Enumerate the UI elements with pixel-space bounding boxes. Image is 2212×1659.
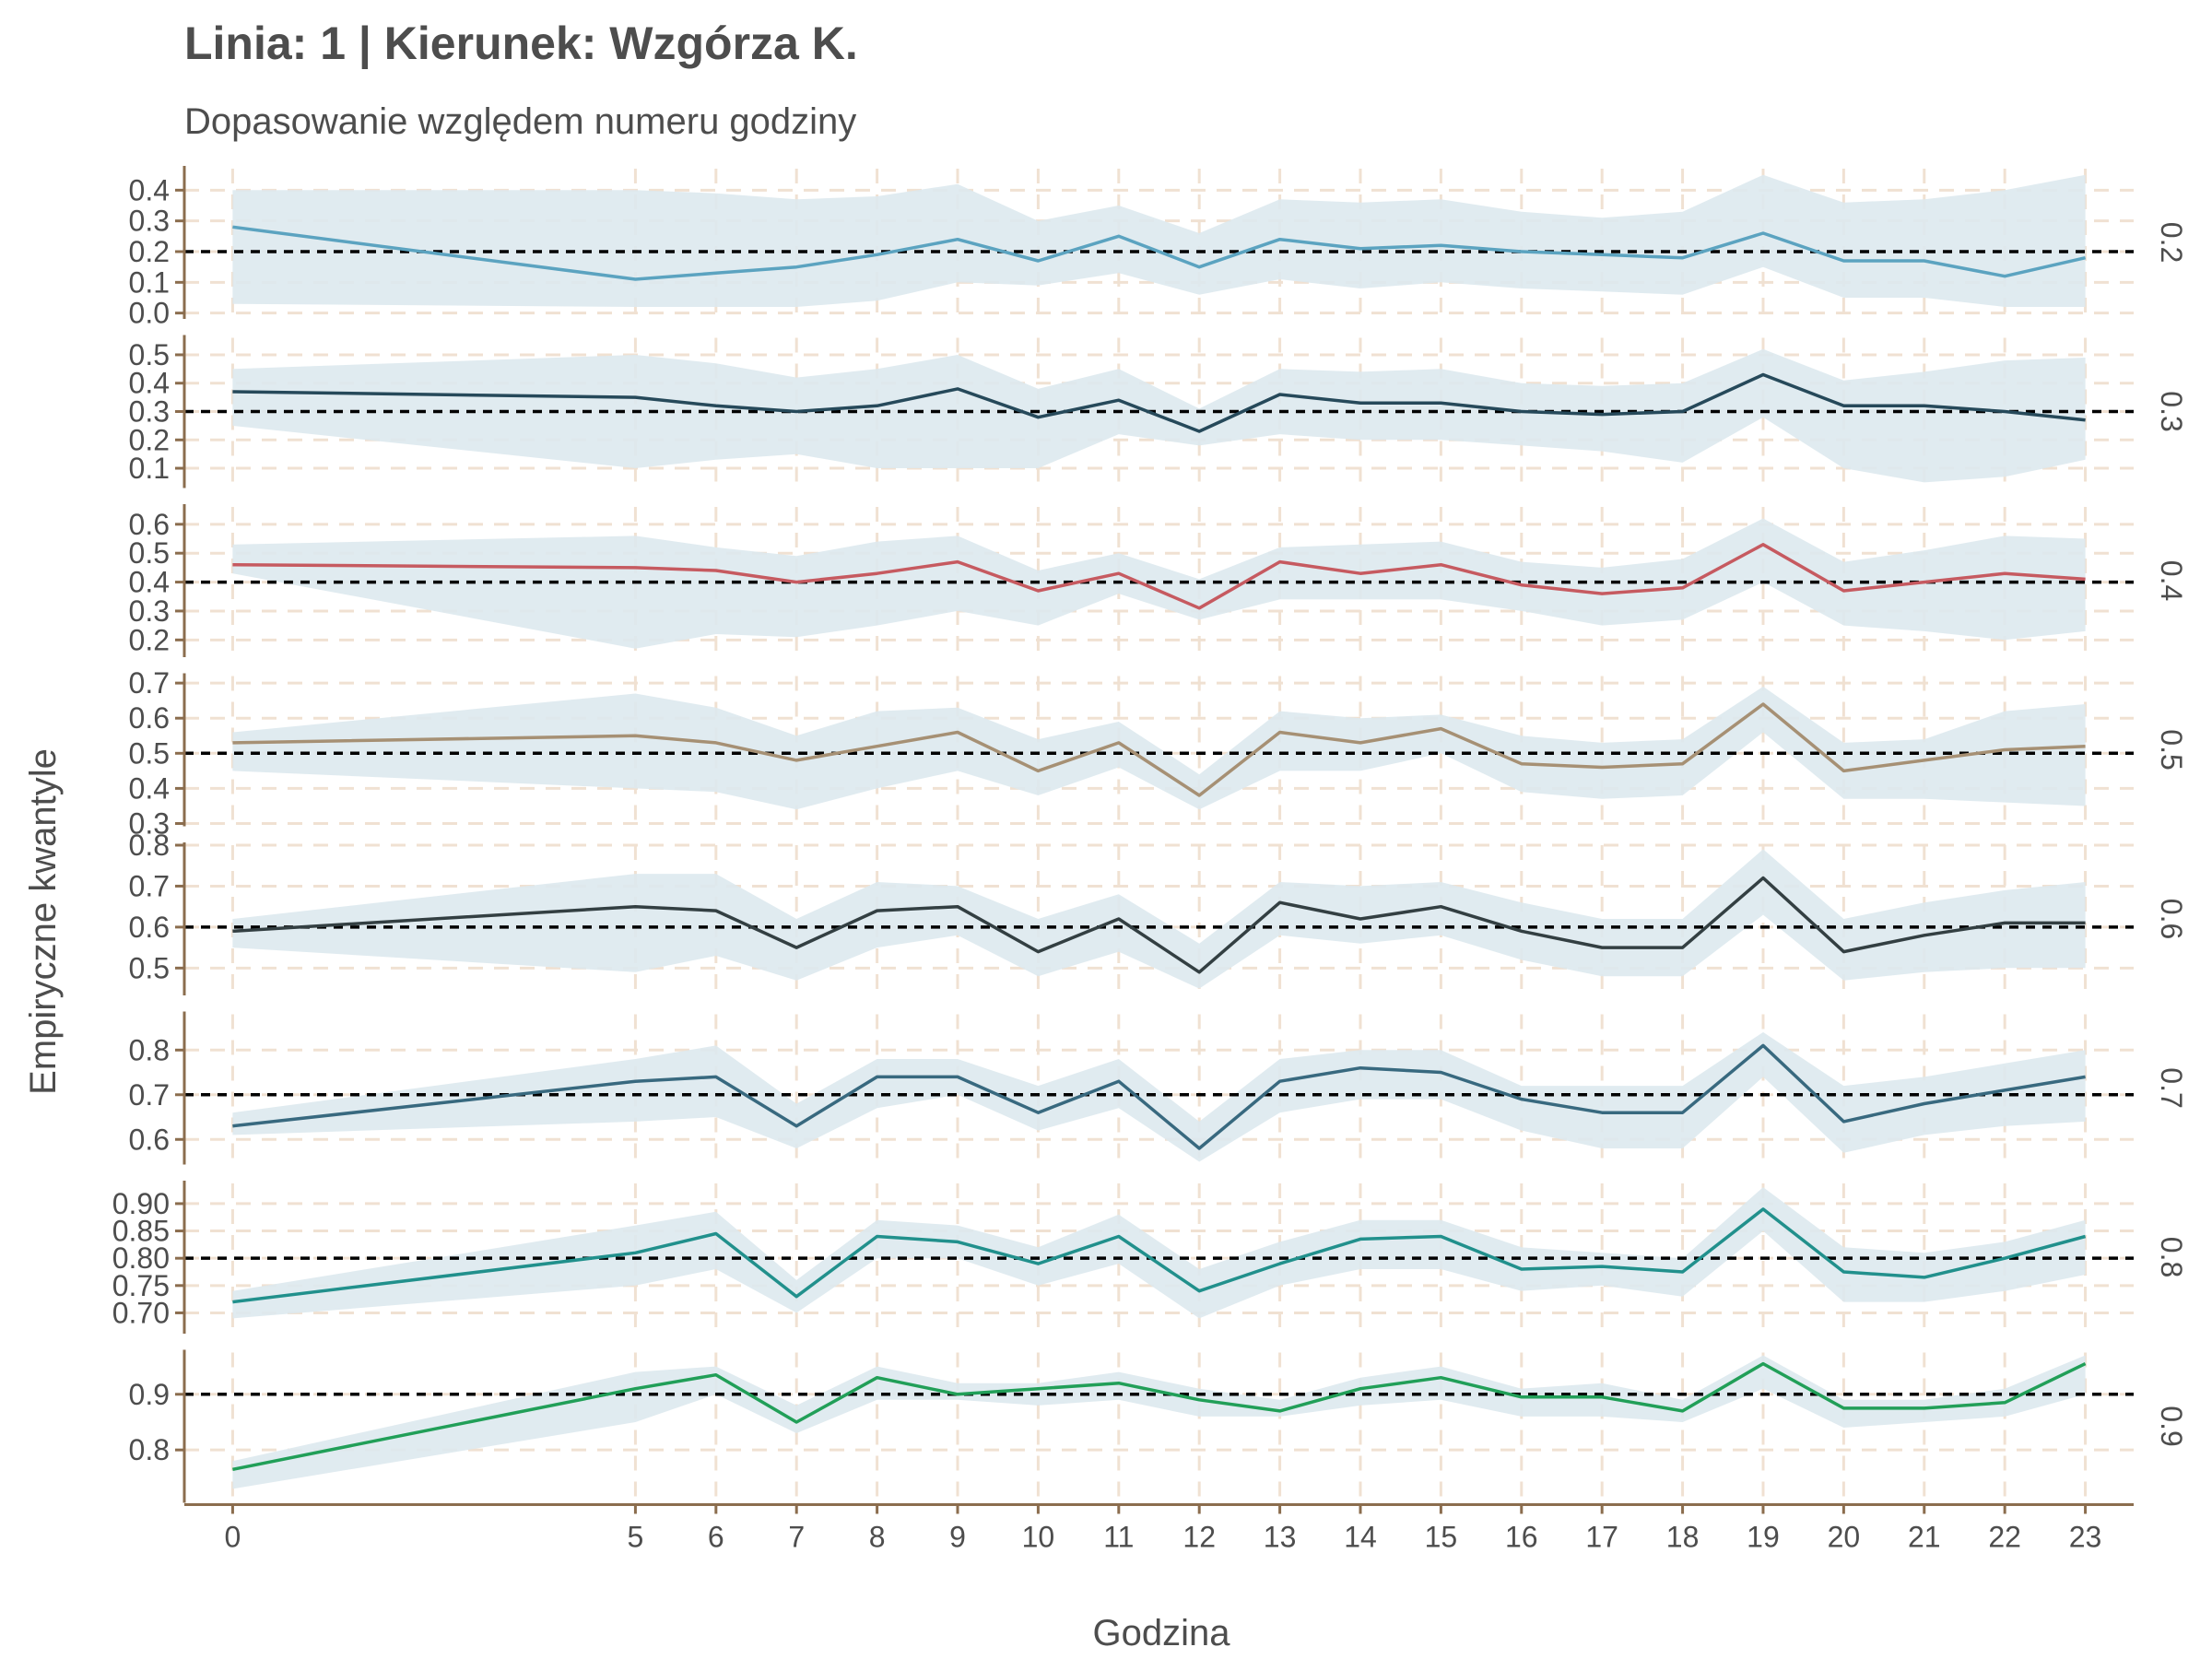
y-tick-label: 0.80 [112, 1241, 170, 1275]
facet-panel: 0.6 0.7 0.8 0.7 [129, 1011, 2188, 1165]
x-tick-label: 6 [708, 1521, 724, 1554]
x-tick-label: 14 [1344, 1521, 1377, 1554]
y-tick-label: 0.7 [129, 869, 170, 902]
y-tick-label: 0.0 [129, 297, 170, 330]
y-tick-label: 0.4 [129, 771, 170, 805]
x-tick-label: 19 [1747, 1521, 1780, 1554]
x-tick-label: 22 [1988, 1521, 2021, 1554]
facet-strip-label: 0.5 [2155, 729, 2188, 770]
y-tick-label: 0.2 [129, 423, 170, 456]
y-tick-label: 0.5 [129, 951, 170, 984]
confidence-band [232, 174, 2086, 307]
chart-subtitle: Dopasowanie względem numeru godziny [184, 101, 856, 142]
y-tick-label: 0.3 [129, 594, 170, 628]
x-tick-label: 7 [788, 1521, 805, 1554]
x-tick-label: 16 [1505, 1521, 1538, 1554]
series-line [232, 1207, 2087, 1304]
y-tick-label: 0.6 [129, 701, 170, 735]
y-axis-title: Empiryczne kwantyle [23, 748, 64, 1095]
series-line [232, 543, 2086, 610]
x-tick-label: 15 [1425, 1521, 1458, 1554]
confidence-band [232, 849, 2086, 989]
confidence-band [232, 518, 2086, 649]
x-tick-label: 9 [949, 1521, 966, 1554]
y-tick-label: 0.2 [129, 235, 170, 268]
facet-panel: 0.8 0.9 0.9 [129, 1349, 2188, 1503]
facet-strip-label: 0.9 [2155, 1406, 2188, 1446]
y-tick-label: 0.2 [129, 623, 170, 656]
y-tick-label: 0.9 [129, 1378, 170, 1411]
facet-panel: 0.5 0.6 0.7 0.8 0.6 [129, 829, 2188, 995]
x-tick-label: 8 [869, 1521, 886, 1554]
facet-strip-label: 0.2 [2155, 222, 2188, 263]
y-tick-label: 0.7 [129, 666, 170, 700]
confidence-band [232, 1187, 2086, 1319]
y-tick-label: 0.8 [129, 1433, 170, 1466]
facet-strip-label: 0.7 [2155, 1067, 2188, 1108]
y-tick-label: 0.3 [129, 205, 170, 238]
x-tick-label: 10 [1022, 1521, 1055, 1554]
chart-title: Linia: 1 | Kierunek: Wzgórza K. [184, 18, 858, 70]
facet-panel: 0.10.20.30.40.50.3 [129, 335, 2188, 488]
confidence-band [232, 1355, 2086, 1489]
facet-strip-label: 0.8 [2155, 1237, 2188, 1277]
facet-panel: 0.700.750.800.850.90 0.8 [112, 1181, 2188, 1334]
y-tick-label: 0.5 [129, 736, 170, 770]
series-line [232, 1043, 2086, 1150]
x-axis: 0 5 6 7 8 9 10 11 12 13 14 15 16 17 18 19 20 21 22 23 [184, 1503, 2134, 1554]
series-line [232, 702, 2086, 797]
y-tick-label: 0.6 [129, 508, 170, 541]
x-tick-label: 21 [1908, 1521, 1941, 1554]
y-tick-label: 0.1 [129, 265, 170, 299]
y-tick-label: 0.3 [129, 395, 170, 429]
facet-panels: 0.00.10.20.30.40.20.10.20.30.40.50.30.20… [112, 166, 2188, 1503]
x-tick-label: 0 [225, 1521, 241, 1554]
x-tick-label: 5 [628, 1521, 644, 1554]
y-tick-label: 0.70 [112, 1296, 170, 1329]
x-tick-label: 20 [1828, 1521, 1861, 1554]
facet-strip-label: 0.4 [2155, 560, 2188, 601]
y-tick-label: 0.90 [112, 1187, 170, 1220]
y-tick-label: 0.8 [129, 1033, 170, 1066]
facet-panel: 0.20.30.40.50.60.4 [129, 504, 2188, 657]
x-axis-title: Godzina [1093, 1613, 1231, 1653]
y-tick-label: 0.4 [129, 367, 170, 400]
y-tick-label: 0.7 [129, 1078, 170, 1112]
x-tick-label: 11 [1103, 1521, 1134, 1554]
confidence-band [232, 686, 2086, 810]
x-tick-label: 13 [1264, 1521, 1297, 1554]
y-tick-label: 0.1 [129, 452, 170, 485]
series-line [232, 225, 2086, 281]
facet-panel: 0.30.40.50.60.70.5 [129, 666, 2188, 840]
x-tick-label: 12 [1182, 1521, 1216, 1554]
y-tick-label: 0.5 [129, 536, 170, 570]
series-line [232, 1361, 2087, 1472]
series-line [232, 876, 2086, 974]
y-tick-label: 0.85 [112, 1215, 170, 1248]
x-tick-label: 23 [2069, 1521, 2102, 1554]
facet-strip-label: 0.6 [2155, 899, 2188, 939]
y-tick-label: 0.4 [129, 566, 170, 599]
y-tick-label: 0.75 [112, 1269, 170, 1302]
facet-panel: 0.00.10.20.30.40.2 [129, 166, 2188, 330]
confidence-band [232, 1031, 2086, 1162]
series-line [232, 372, 2086, 433]
y-tick-label: 0.4 [129, 173, 170, 206]
y-tick-label: 0.8 [129, 829, 170, 862]
y-tick-label: 0.5 [129, 338, 170, 371]
y-tick-label: 0.3 [129, 807, 170, 841]
y-tick-label: 0.6 [129, 1123, 170, 1156]
x-tick-label: 17 [1585, 1521, 1618, 1554]
facet-strip-label: 0.3 [2155, 391, 2188, 431]
y-tick-label: 0.6 [129, 911, 170, 944]
x-tick-label: 18 [1666, 1521, 1700, 1554]
